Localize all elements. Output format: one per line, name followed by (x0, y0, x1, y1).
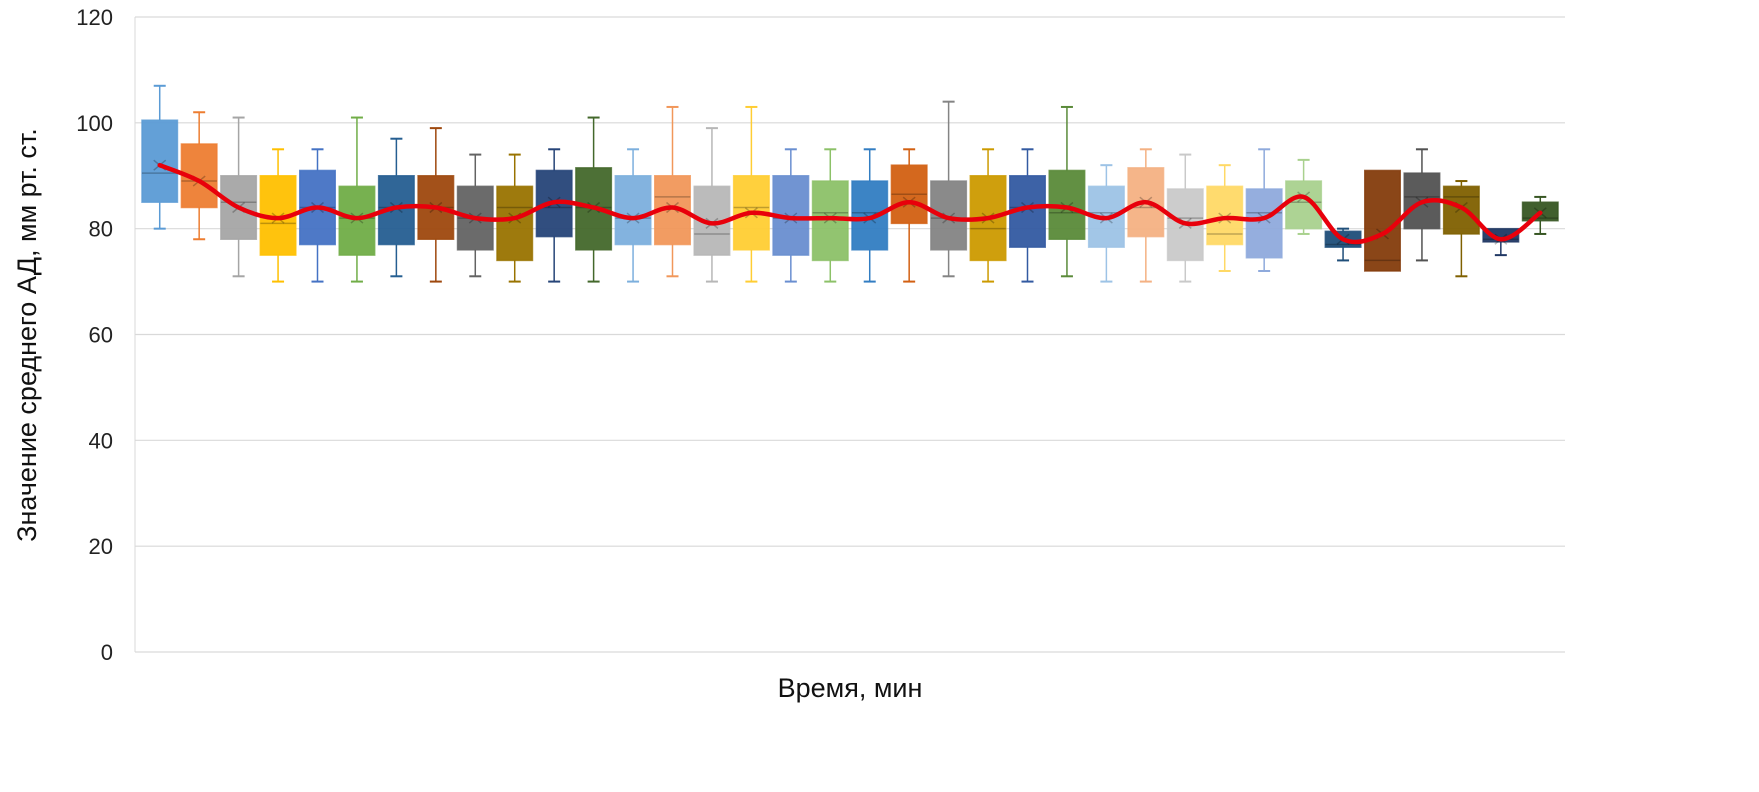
box-body (1206, 185, 1244, 246)
y-tick-label: 80 (89, 217, 113, 242)
box-body (890, 164, 928, 225)
box-29 (1245, 148, 1283, 272)
box-32 (1364, 169, 1401, 272)
y-tick-label: 100 (76, 111, 113, 136)
box-15 (693, 127, 731, 283)
y-tick-label: 20 (89, 534, 113, 559)
box-13 (614, 148, 652, 283)
box-3 (220, 116, 258, 278)
box-11 (535, 148, 573, 283)
box-body (338, 185, 376, 256)
y-axis-ticks: 0 20 40 60 80 100 120 (76, 5, 113, 665)
box-33 (1403, 148, 1441, 262)
y-tick-label: 0 (101, 640, 113, 665)
box-body (1364, 169, 1401, 272)
box-21 (930, 100, 968, 278)
box-body (614, 175, 652, 246)
box-10 (496, 153, 534, 283)
box-body (1442, 185, 1480, 235)
box-body (141, 119, 179, 203)
box-23 (1009, 148, 1046, 283)
box-16 (732, 105, 770, 283)
x-axis-label: Время, мин (778, 673, 923, 703)
box-12 (575, 116, 613, 283)
box-26 (1127, 148, 1165, 283)
box-body (220, 175, 258, 240)
box-34 (1442, 180, 1480, 278)
box-20 (890, 148, 928, 283)
box-18 (811, 148, 849, 283)
y-tick-label: 40 (89, 428, 113, 453)
box-28 (1206, 164, 1244, 272)
y-tick-label: 120 (76, 5, 113, 30)
box-14 (654, 105, 691, 278)
box-body (496, 185, 534, 262)
gridlines (134, 16, 1565, 653)
y-axis-label: Значение среднего АД, мм рт. ст. (12, 128, 42, 542)
box-30 (1285, 158, 1323, 235)
box-5 (299, 148, 336, 283)
box-1 (141, 84, 179, 230)
mean-trend-line (157, 162, 1543, 245)
box-25 (1087, 164, 1125, 283)
box-body (1245, 188, 1283, 259)
box-series (141, 84, 1559, 283)
box-31 (1324, 227, 1362, 262)
box-6 (338, 116, 376, 283)
y-tick-label: 60 (89, 323, 113, 348)
box-24 (1048, 105, 1086, 278)
